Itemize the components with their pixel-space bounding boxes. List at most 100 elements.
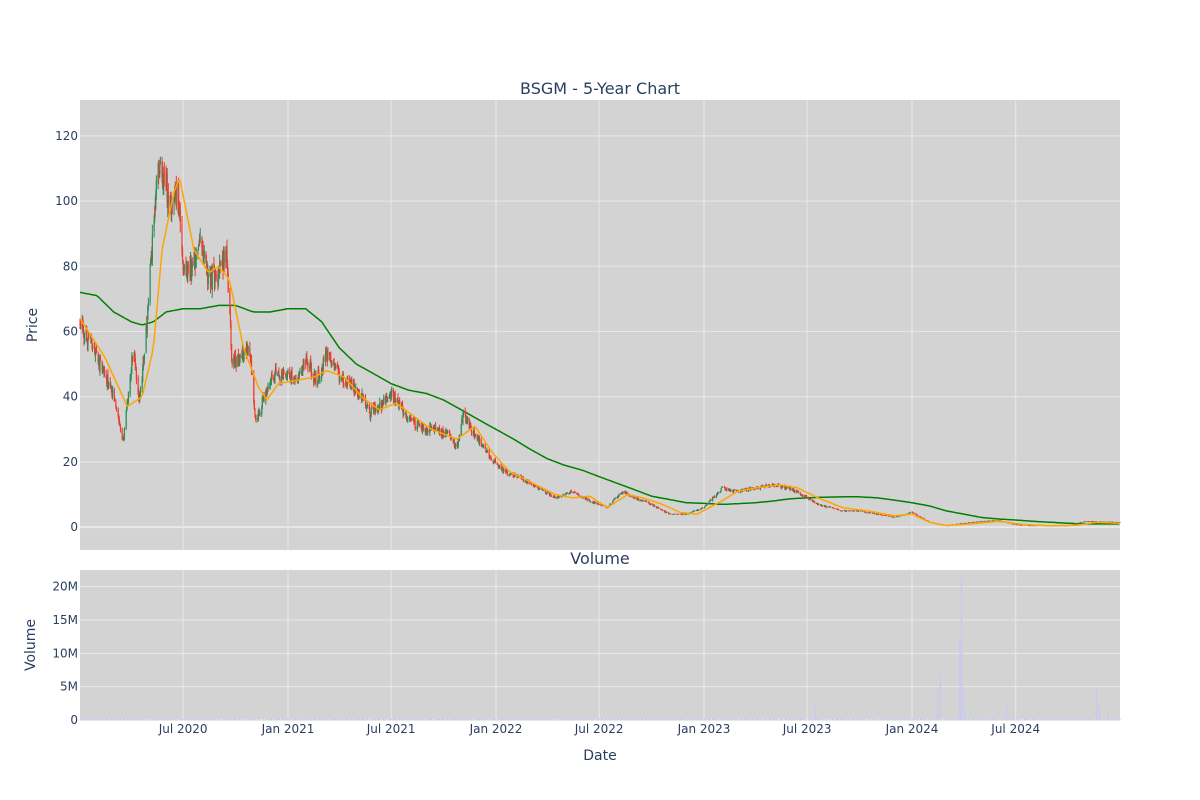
candle-body <box>586 498 588 501</box>
volume-bar <box>824 719 826 720</box>
candle-body <box>281 369 283 376</box>
candle-body <box>367 404 369 406</box>
candle-body <box>270 381 272 384</box>
volume-bar <box>598 719 600 720</box>
volume-bar <box>967 718 969 720</box>
volume-bar <box>550 719 552 720</box>
volume-bar <box>355 718 357 720</box>
candle-body <box>510 473 512 475</box>
volume-bar <box>259 719 261 720</box>
candle-body <box>99 358 101 373</box>
candle-body <box>637 498 640 501</box>
candle-body <box>759 487 762 490</box>
candle-body <box>138 391 140 398</box>
volume-bar <box>183 719 185 720</box>
candle-body <box>134 351 136 360</box>
candle-body <box>434 425 437 430</box>
volume-bar <box>436 719 438 720</box>
candle-body <box>513 476 515 477</box>
candle-body <box>476 434 478 438</box>
candle-body <box>1089 521 1091 522</box>
volume-bar <box>520 718 522 720</box>
volume-bar <box>198 719 200 720</box>
candle-body <box>804 495 807 498</box>
volume-bar <box>485 719 487 720</box>
volume-bar <box>584 719 586 720</box>
volume-bar <box>266 719 268 720</box>
volume-bar <box>1011 718 1013 720</box>
candle-body <box>706 503 708 506</box>
volume-bar <box>837 718 839 720</box>
volume-bar <box>110 719 112 720</box>
volume-bar <box>159 718 161 720</box>
volume-bar <box>486 719 488 720</box>
candle-body <box>197 244 200 249</box>
volume-bar <box>924 718 926 720</box>
volume-bar <box>334 719 336 720</box>
candle-body <box>626 491 628 495</box>
candle-body <box>618 494 620 496</box>
volume-bar <box>1027 718 1029 720</box>
volume-bar <box>636 719 638 720</box>
candle-body <box>861 510 864 512</box>
candle-body <box>269 384 271 387</box>
candle-body <box>331 362 333 366</box>
volume-bar <box>562 718 564 720</box>
volume-bar <box>724 718 726 720</box>
volume-bar <box>274 719 276 720</box>
volume-bar <box>1001 718 1003 720</box>
volume-bar <box>99 719 101 720</box>
candle-body <box>470 426 473 433</box>
volume-bar <box>211 718 213 720</box>
candle-body <box>381 402 383 411</box>
volume-bar <box>174 718 176 720</box>
volume-bar <box>844 718 846 720</box>
candle-body <box>748 487 750 489</box>
volume-bar <box>153 719 155 720</box>
candle-body <box>283 371 285 373</box>
volume-bar <box>656 719 658 720</box>
volume-bar <box>557 719 559 720</box>
volume-bar <box>313 718 315 720</box>
candle-body <box>560 496 562 498</box>
volume-bar <box>139 718 141 720</box>
volume-bar <box>698 718 700 720</box>
volume-bar <box>731 718 733 720</box>
volume-bar <box>301 719 303 720</box>
volume-bar <box>774 718 776 720</box>
candle-body <box>588 499 591 501</box>
volume-bar <box>203 718 205 720</box>
candle-body <box>574 491 576 493</box>
volume-bar <box>733 718 735 720</box>
candle-body <box>972 522 974 523</box>
volume-bar <box>388 719 390 720</box>
volume-bar <box>757 718 759 720</box>
volume-bar <box>97 719 99 720</box>
volume-bar <box>1100 719 1102 720</box>
volume-bar <box>206 718 208 720</box>
volume-bar <box>113 718 115 720</box>
candle-body <box>419 425 421 427</box>
candle-body <box>554 496 556 499</box>
candle-body <box>261 397 263 407</box>
volume-bar <box>123 718 125 720</box>
volume-bar <box>1116 719 1118 720</box>
volume-bar <box>477 719 479 720</box>
volume-bar <box>227 718 229 720</box>
volume-bar <box>1035 718 1037 720</box>
volume-bar <box>1068 718 1070 720</box>
price-y-tick-label: 0 <box>70 520 78 534</box>
volume-bar <box>773 718 775 720</box>
volume-bar <box>837 719 839 720</box>
volume-bar <box>993 718 995 720</box>
volume-bar <box>1040 719 1042 720</box>
candle-body <box>658 508 660 509</box>
candle-body <box>327 351 329 360</box>
candle-body <box>299 371 301 375</box>
volume-bar <box>474 719 476 720</box>
candle-body <box>110 384 112 386</box>
candle-body <box>159 163 161 175</box>
candle-body <box>590 501 592 503</box>
date-x-tick-label: Jul 2021 <box>366 722 416 736</box>
